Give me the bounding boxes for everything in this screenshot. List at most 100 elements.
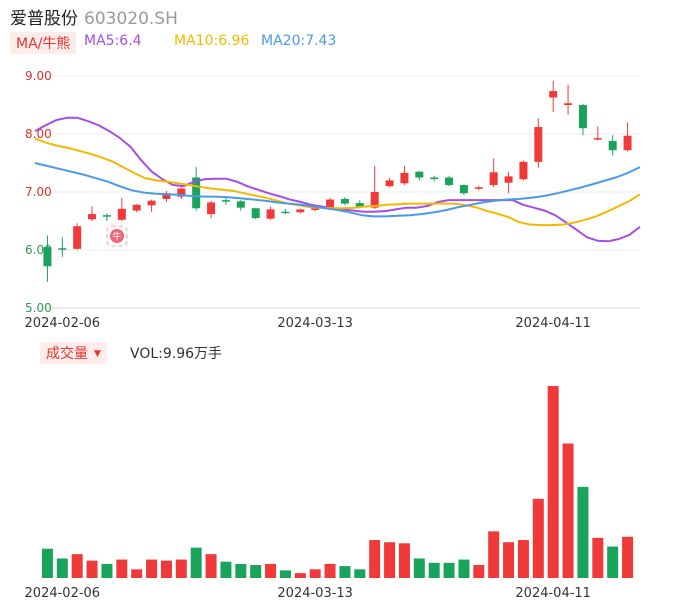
stock-code: 603020.SH <box>84 9 178 29</box>
price-grid <box>35 75 640 309</box>
volume-bar <box>443 562 455 578</box>
volume-bar <box>265 563 277 578</box>
candle-body <box>459 185 468 194</box>
bull-signal-badge: 牛 <box>106 225 128 247</box>
volume-bar <box>607 546 619 578</box>
volume-value: VOL:9.96万手 <box>130 346 223 362</box>
stock-title: 爱普股份 603020.SH <box>10 4 178 29</box>
badge-dot <box>110 229 124 243</box>
volume-bars <box>41 386 634 578</box>
y-tick-label: 8.00 <box>25 127 52 141</box>
badge-frame <box>106 225 128 247</box>
ma-line-ma10 <box>34 137 641 227</box>
volume-bar <box>175 559 187 578</box>
candle-body <box>385 180 394 187</box>
date-label: 2024-03-13 <box>277 316 353 331</box>
candles <box>43 80 632 282</box>
ma-line-ma5 <box>34 116 641 243</box>
volume-bar <box>413 558 425 578</box>
candle-body <box>162 193 171 199</box>
candle-body <box>102 215 111 217</box>
volume-bar <box>473 564 485 578</box>
date-label: 2024-04-11 <box>515 316 591 331</box>
volume-bar <box>279 570 291 578</box>
ma20-legend: MA20:7.43 <box>261 33 337 49</box>
ma-line-ma20 <box>34 162 641 218</box>
candle-body <box>578 105 587 129</box>
volume-indicator-button[interactable]: 成交量 ▼ <box>40 342 107 364</box>
volume-bar <box>592 537 604 578</box>
volume-date-label: 2024-04-11 <box>515 586 591 601</box>
badge-label: 牛 <box>112 231 121 243</box>
volume-bar <box>71 554 83 578</box>
moving-average-lines <box>34 116 641 243</box>
volume-bar <box>190 547 202 578</box>
volume-bar <box>146 559 158 578</box>
candle-body <box>549 91 558 98</box>
volume-bar <box>562 443 574 578</box>
candle-body <box>311 208 320 210</box>
volume-bar <box>235 563 247 578</box>
candle-body <box>326 199 335 208</box>
candle-body <box>504 176 513 183</box>
volume-bar <box>622 536 634 578</box>
candle-body <box>445 177 454 186</box>
ma-indicator-button[interactable]: MA/牛熊 <box>10 32 77 54</box>
ma5-legend: MA5:6.4 <box>84 33 142 49</box>
price-axis-ticks: 9.008.007.006.005.00 <box>25 69 52 315</box>
volume-bar <box>205 554 217 578</box>
candle-body <box>608 140 617 151</box>
candle-body <box>43 247 52 267</box>
stock-name: 爱普股份 <box>10 9 78 29</box>
candle-body <box>132 204 141 211</box>
candle-body <box>177 188 186 197</box>
volume-bar <box>41 548 53 578</box>
volume-bar <box>503 542 515 578</box>
volume-bar <box>517 540 529 578</box>
volume-date-label: 2024-03-13 <box>277 586 353 601</box>
candle-body <box>58 248 67 250</box>
volume-bar <box>324 563 336 578</box>
y-tick-label: 7.00 <box>25 185 52 199</box>
volume-bar <box>86 560 98 578</box>
volume-bar <box>384 542 396 578</box>
candle-body <box>474 187 483 189</box>
candle-body <box>251 208 260 219</box>
caret-down-icon: ▼ <box>94 349 101 359</box>
volume-bar <box>428 562 440 578</box>
volume-indicator-label: 成交量 <box>46 346 88 362</box>
candle-body <box>519 161 528 180</box>
volume-bar <box>250 564 262 578</box>
volume-bar <box>398 543 410 578</box>
volume-bar <box>488 531 500 578</box>
candle-body <box>623 135 632 151</box>
candle-body <box>281 211 290 214</box>
candle-body <box>117 208 126 220</box>
volume-bar <box>354 569 366 578</box>
candle-body <box>489 172 498 186</box>
candle-body <box>340 198 349 204</box>
candle-body <box>207 202 216 215</box>
candle-body <box>593 138 602 140</box>
candle-body <box>236 201 245 208</box>
volume-date-label: 2024-02-06 <box>25 586 101 601</box>
ma10-legend: MA10:6.96 <box>174 33 250 49</box>
volume-bar <box>220 561 232 578</box>
candle-body <box>564 103 573 105</box>
candle-body <box>266 209 275 219</box>
y-tick-label: 5.00 <box>25 301 52 315</box>
candle-body <box>370 192 379 208</box>
volume-bar <box>339 566 351 578</box>
candle-body <box>430 177 439 179</box>
candle-body <box>296 209 305 213</box>
candle-body <box>192 177 201 209</box>
volume-bar <box>160 560 172 578</box>
volume-bar <box>547 386 559 578</box>
volume-bar <box>309 569 321 578</box>
volume-bar <box>101 563 113 578</box>
candle-body <box>400 172 409 184</box>
date-label: 2024-02-06 <box>25 316 101 331</box>
volume-bar <box>56 558 68 578</box>
candle-body <box>221 200 230 202</box>
